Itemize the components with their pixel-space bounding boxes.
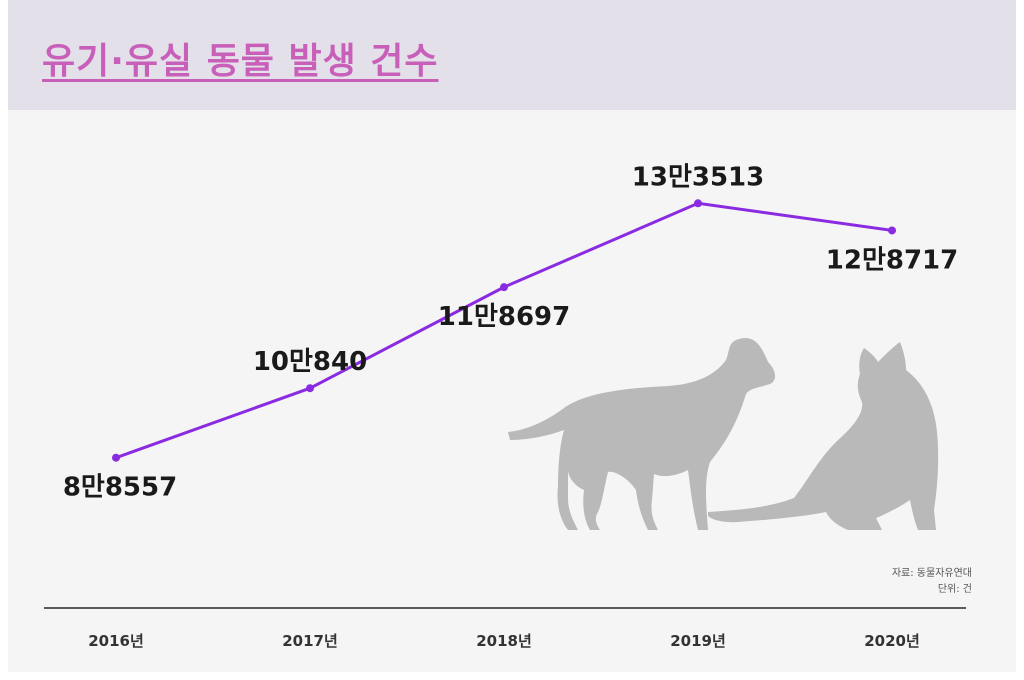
- x-tick-label: 2019년: [670, 632, 726, 650]
- footnote: 자료: 동물자유연대 단위: 건: [892, 566, 972, 598]
- x-tick-label: 2018년: [476, 632, 532, 650]
- data-point: [888, 226, 896, 235]
- chart-title: 유기·유실 동물 발생 건수: [42, 41, 439, 82]
- dog-silhouette-icon: [508, 338, 776, 530]
- data-label: 8만8557: [63, 473, 177, 503]
- x-tick-label: 2017년: [282, 632, 338, 650]
- data-point: [694, 199, 702, 208]
- x-tick-labels: 2016년 2017년 2018년 2019년 2020년: [88, 632, 920, 650]
- data-point: [306, 384, 314, 393]
- x-tick-label: 2020년: [864, 632, 920, 650]
- line-series: [112, 199, 896, 462]
- chart-frame: 유기·유실 동물 발생 건수 8만8557 10만840 11만8697 13만351…: [8, 0, 1016, 672]
- data-point: [112, 453, 120, 462]
- x-tick-label: 2016년: [88, 632, 144, 650]
- header-band: 유기·유실 동물 발생 건수: [8, 0, 1016, 110]
- unit-note: 단위: 건: [937, 584, 972, 595]
- data-label: 10만840: [253, 347, 367, 377]
- data-point: [500, 283, 508, 292]
- source-note: 자료: 동물자유연대: [891, 568, 972, 579]
- data-label: 12만8717: [826, 245, 958, 275]
- data-labels: 8만8557 10만840 11만8697 13만3513 12만8717: [63, 162, 958, 502]
- data-label: 11만8697: [438, 302, 570, 332]
- cat-silhouette-icon: [708, 342, 939, 530]
- data-label: 13만3513: [632, 162, 764, 192]
